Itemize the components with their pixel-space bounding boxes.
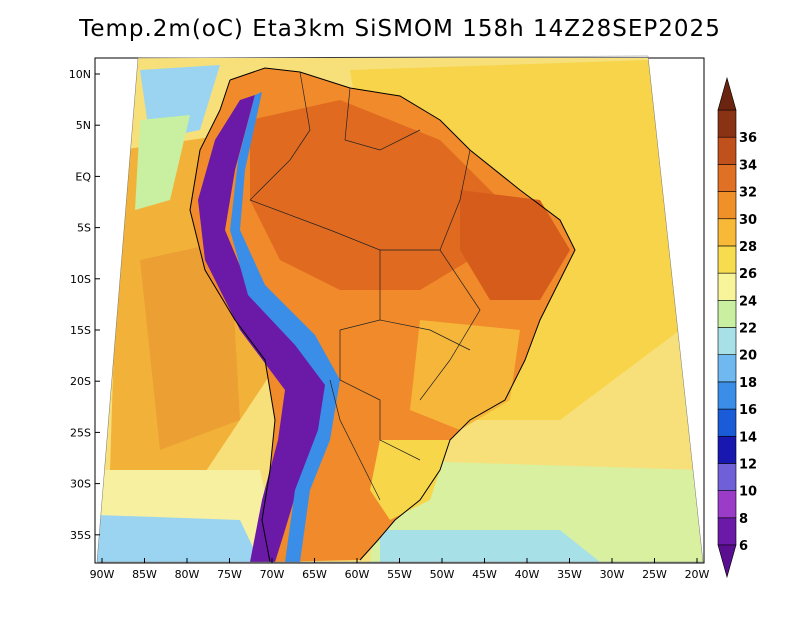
colorbar-segment (717, 245, 737, 274)
latitude-label: 5S (77, 222, 91, 235)
latitude-label: 15S (70, 324, 91, 337)
colorbar-label: 10 (739, 485, 757, 500)
longitude-label: 75W (217, 568, 242, 581)
colorbar: 6 8 10 12 14 16 18 20 22 24 26 28 30 32 34 36 (717, 76, 757, 579)
colorbar-over-arrow (717, 76, 737, 111)
colorbar-segment (717, 218, 737, 247)
colorbar-segment (717, 164, 737, 192)
latitude-label: 20S (70, 375, 91, 388)
colorbar-label: 16 (739, 403, 757, 418)
colorbar-label: 18 (739, 376, 757, 391)
longitude-label: 35W (557, 568, 582, 581)
colorbar-label: 28 (739, 240, 757, 255)
colorbar-segment (717, 109, 737, 138)
colorbar-segment (717, 354, 737, 383)
colorbar-label: 20 (739, 349, 757, 364)
colorbar-label: 8 (739, 512, 748, 527)
colorbar-label: 26 (739, 267, 757, 282)
country-borders (249, 71, 481, 501)
longitude-label: 25W (642, 568, 667, 581)
latitude-label: EQ (75, 170, 91, 183)
longitude-label: 70W (260, 568, 285, 581)
longitude-label: 20W (685, 568, 710, 581)
map-title: Temp.2m(oC) Eta3km SiSMOM 158h 14Z28SEP2… (79, 16, 721, 42)
latitude-label: 5N (76, 119, 91, 132)
coast-outline (229, 67, 576, 561)
longitude-label: 60W (345, 568, 370, 581)
colorbar-segment (717, 381, 737, 410)
longitude-label: 90W (90, 568, 115, 581)
longitude-label: 85W (132, 568, 157, 581)
latitude-axis: 10N 5N EQ 5S 10S 15S 20S 25S 30S 35S (69, 68, 100, 542)
colorbar-segment (717, 408, 737, 437)
south-atlantic-cold (380, 530, 600, 562)
south-brazil-zone (370, 440, 450, 520)
latitude-label: 25S (70, 426, 91, 439)
south-pacific-cold (97, 515, 260, 562)
longitude-label: 45W (472, 568, 497, 581)
colorbar-segment (717, 435, 737, 464)
colorbar-segment (717, 517, 737, 546)
longitude-label: 40W (515, 568, 540, 581)
colorbar-segment (717, 272, 737, 301)
pacific-coast-cool (135, 115, 190, 210)
model-domain-edge (96, 55, 704, 563)
longitude-label: 50W (430, 568, 455, 581)
colorbar-label: 14 (739, 430, 757, 445)
colorbar-label: 30 (739, 213, 757, 228)
colorbar-segment (717, 463, 737, 491)
colorbar-under-arrow (717, 544, 737, 579)
latitude-label: 10N (69, 68, 91, 81)
andes-edge (230, 92, 340, 562)
longitude-label: 80W (175, 568, 200, 581)
latitude-label: 30S (70, 478, 91, 491)
longitude-label: 30W (600, 568, 625, 581)
colorbar-label: 22 (739, 322, 757, 337)
colorbar-label: 32 (739, 186, 757, 201)
colorbar-label: 36 (739, 131, 757, 146)
latitude-label: 10S (70, 273, 91, 286)
amazon-hot-zone (250, 100, 500, 290)
colorbar-segment (717, 191, 737, 220)
northeast-hot-zone (460, 190, 570, 300)
colorbar-label: 12 (739, 457, 757, 472)
latitude-label: 35S (70, 529, 91, 542)
temperature-field (97, 58, 703, 562)
colorbar-segment (717, 136, 737, 165)
colorbar-segment (717, 327, 737, 355)
andes-cold-belt (198, 95, 330, 562)
pacific-hot-patch (140, 240, 240, 450)
colorbar-segment (717, 300, 737, 328)
southeast-mild-zone (410, 320, 520, 430)
colorbar-label: 24 (739, 294, 757, 309)
west-coast-outline (189, 79, 276, 562)
colorbar-segment (717, 490, 737, 519)
colorbar-label: 6 (739, 539, 748, 554)
longitude-axis: 90W 85W 80W 75W 70W 65W 60W 55W 50W 45W 40W 35W 30W 2… (90, 558, 710, 581)
colorbar-label: 34 (739, 158, 757, 173)
longitude-label: 65W (302, 568, 327, 581)
longitude-label: 55W (387, 568, 412, 581)
